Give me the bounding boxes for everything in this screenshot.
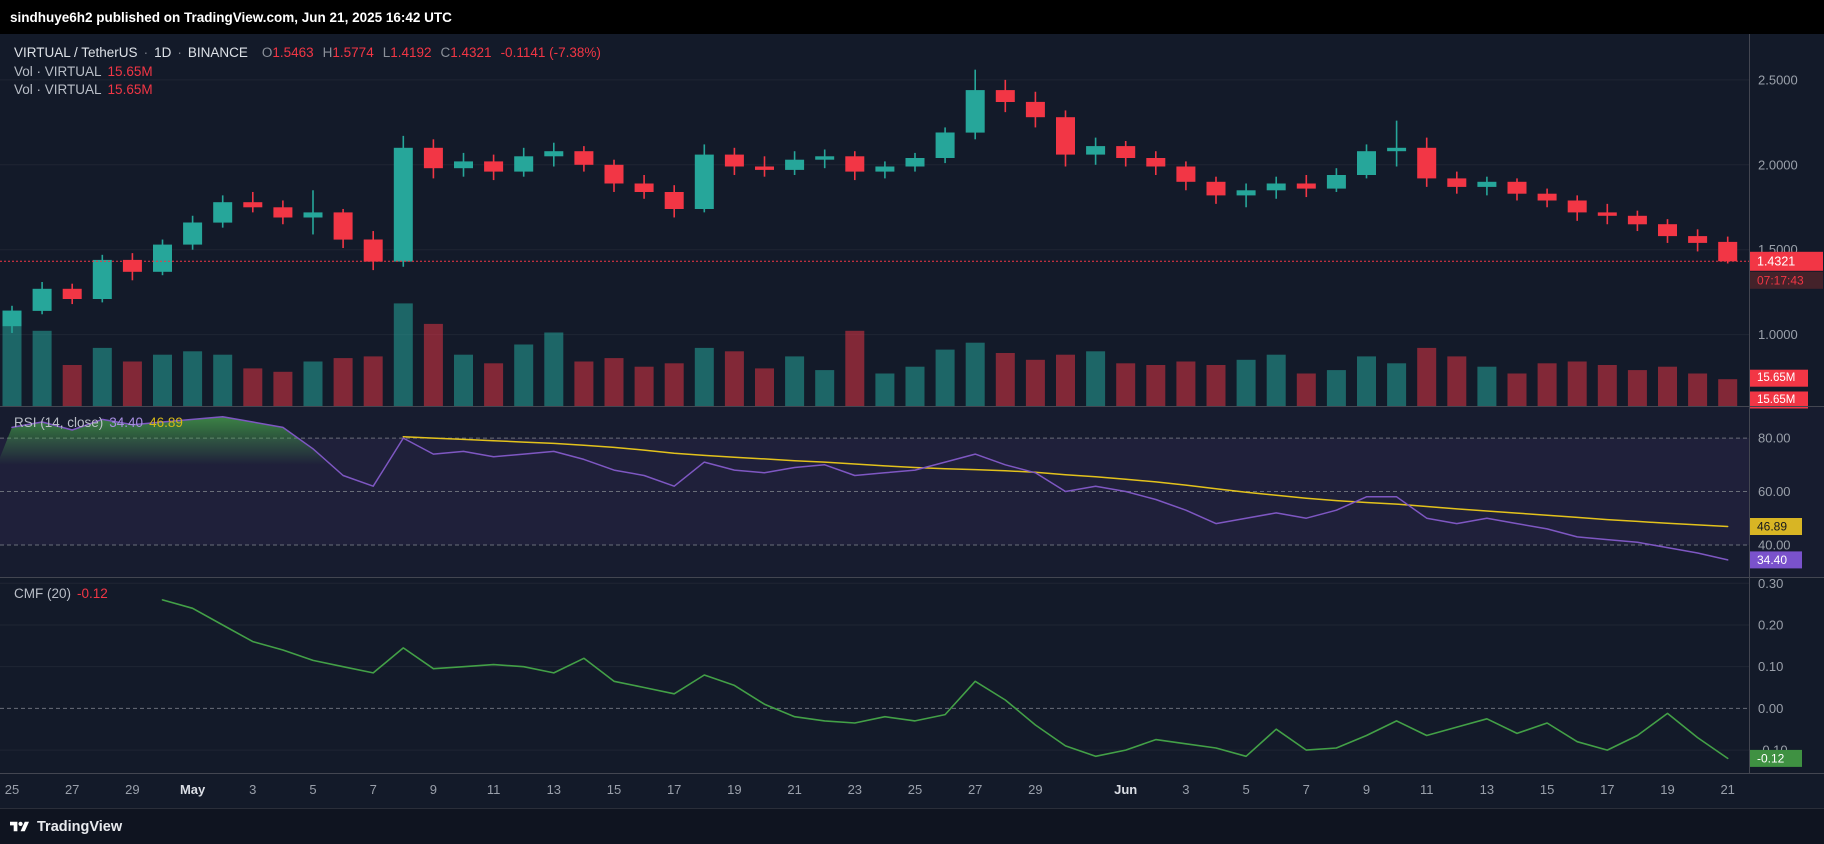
svg-text:1.4321: 1.4321 xyxy=(1757,254,1795,268)
volume-value: 15.65M xyxy=(107,64,153,79)
time-label: 5 xyxy=(309,782,317,797)
price-axis: 2.50002.00001.50001.000080.0060.0040.000… xyxy=(1758,72,1798,757)
time-label: 9 xyxy=(429,782,438,797)
time-label: 29 xyxy=(1028,782,1043,797)
legend-separator: · xyxy=(143,45,149,60)
time-label: 3 xyxy=(1182,782,1190,797)
ohlc-high-value: 1.5774 xyxy=(332,45,374,60)
svg-text:46.89: 46.89 xyxy=(1757,520,1787,534)
ohlc-close-label: C xyxy=(440,45,451,60)
tradingview-logo-icon[interactable] xyxy=(10,819,29,835)
time-label: 13 xyxy=(546,782,562,797)
time-label: 25 xyxy=(4,782,20,797)
time-label: 3 xyxy=(249,782,257,797)
time-label: 21 xyxy=(787,782,802,797)
tradingview-brand-link[interactable]: TradingView xyxy=(37,818,123,835)
chart-area[interactable]: 15.65M 15.65M 2.5000 2.0000 1.5000 1.0000 80.0… xyxy=(0,34,1824,808)
ohlc-change-value: -0.1141 (-7.38%) xyxy=(500,45,601,60)
time-label: 29 xyxy=(125,782,140,797)
cmf-label: CMF (20) xyxy=(14,586,71,601)
time-label: 17 xyxy=(1600,782,1615,797)
rsi-ma-value: 46.89 xyxy=(149,415,183,430)
rsi-layer xyxy=(11,415,1729,561)
ohlc-low-value: 1.4192 xyxy=(390,45,432,60)
svg-text:15.65M: 15.65M xyxy=(1757,372,1795,384)
chart-canvas[interactable]: 15.65M15.65M2.50002.00001.50001.000080.0… xyxy=(0,34,1824,773)
grid-layer xyxy=(0,79,1824,751)
ohlc-high-label: H xyxy=(322,45,333,60)
time-label: 19 xyxy=(727,782,742,797)
legend-separator: · xyxy=(177,45,182,60)
time-label: 7 xyxy=(1302,782,1310,797)
footer: TradingView xyxy=(0,808,1824,844)
value-badges-layer: 1.4321 07:17:43 46.89 34.40 -0.12 xyxy=(1750,251,1823,767)
publish-bar: sindhuye6h2 published on TradingView.com… xyxy=(0,0,1824,34)
cmf-legend[interactable]: CMF (20) -0.12 xyxy=(14,585,108,603)
volume-label: Vol · VIRTUAL xyxy=(14,64,102,79)
svg-text:60.00: 60.00 xyxy=(1758,484,1791,499)
time-label: 5 xyxy=(1242,782,1250,797)
time-label: 21 xyxy=(1720,782,1735,797)
time-label: 17 xyxy=(666,782,682,797)
rsi-value: 34.40 xyxy=(109,415,144,430)
publish-text: sindhuye6h2 published on TradingView.com… xyxy=(10,9,452,25)
svg-text:07:17:43: 07:17:43 xyxy=(1757,273,1804,287)
volume-label: Vol · VIRTUAL xyxy=(14,82,102,97)
ohlc-open-value: 1.5463 xyxy=(272,45,314,60)
time-label: 27 xyxy=(967,782,983,797)
ohlc-close-value: 1.4321 xyxy=(450,45,492,60)
rsi-label: RSI (14, close) xyxy=(14,415,104,430)
axis-badges-layer: 15.65M 15.65M xyxy=(1750,369,1808,409)
volume-layer xyxy=(2,303,1738,406)
ohlc-readout: O 1.5463 H 1.5774 L 1.4192 C 1.4321 -0.1141 … xyxy=(262,44,601,62)
time-label: 9 xyxy=(1362,782,1371,797)
candles-layer xyxy=(2,69,1738,333)
svg-text:2.0000: 2.0000 xyxy=(1758,157,1798,172)
time-label: 7 xyxy=(369,782,377,797)
time-axis[interactable]: 25 27 29 May 3 5 7 9 11 13 15 17 19 21 23 25 27 29 Jun 3 5 7 9… xyxy=(0,773,1824,808)
svg-text:0.20: 0.20 xyxy=(1758,618,1783,633)
symbol-interval[interactable]: 1D xyxy=(154,45,172,60)
volume-legend-1[interactable]: Vol · VIRTUAL 15.65M xyxy=(14,63,153,81)
rsi-fill-layer xyxy=(0,416,328,465)
time-label: 25 xyxy=(907,782,923,797)
svg-text:80.00: 80.00 xyxy=(1758,431,1791,446)
time-label: Jun xyxy=(1114,782,1138,797)
svg-text:1.0000: 1.0000 xyxy=(1758,327,1798,342)
time-label: 11 xyxy=(1419,782,1434,797)
time-label: 15 xyxy=(1539,782,1555,797)
svg-text:34.40: 34.40 xyxy=(1757,553,1787,567)
symbol-title[interactable]: VIRTUAL / TetherUS xyxy=(14,45,138,60)
volume-legend-2[interactable]: Vol · VIRTUAL 15.65M xyxy=(14,81,153,99)
time-label: 15 xyxy=(606,782,622,797)
svg-text:-0.12: -0.12 xyxy=(1757,751,1785,765)
time-label: 11 xyxy=(486,782,501,797)
time-label: 13 xyxy=(1479,782,1495,797)
symbol-exchange[interactable]: BINANCE xyxy=(187,45,248,60)
time-label: May xyxy=(179,782,206,797)
time-label: 27 xyxy=(64,782,80,797)
svg-text:40.00: 40.00 xyxy=(1758,537,1791,552)
svg-text:0.30: 0.30 xyxy=(1758,576,1783,591)
volume-value: 15.65M xyxy=(107,82,153,97)
svg-text:0.10: 0.10 xyxy=(1758,659,1783,674)
rsi-legend[interactable]: RSI (14, close) 34.40 46.89 xyxy=(14,414,183,432)
svg-text:0.00: 0.00 xyxy=(1758,701,1783,716)
symbol-legend[interactable]: VIRTUAL / TetherUS · 1D · BINANCE O 1.546… xyxy=(14,44,601,62)
time-label: 19 xyxy=(1660,782,1675,797)
svg-text:2.5000: 2.5000 xyxy=(1758,72,1798,87)
dividers-layer xyxy=(0,34,1824,773)
cmf-value: -0.12 xyxy=(77,586,108,601)
cmf-layer xyxy=(161,599,1729,760)
time-label: 23 xyxy=(847,782,863,797)
svg-text:15.65M: 15.65M xyxy=(1757,394,1795,406)
ohlc-open-label: O xyxy=(261,45,273,60)
ohlc-low-label: L xyxy=(382,45,391,60)
